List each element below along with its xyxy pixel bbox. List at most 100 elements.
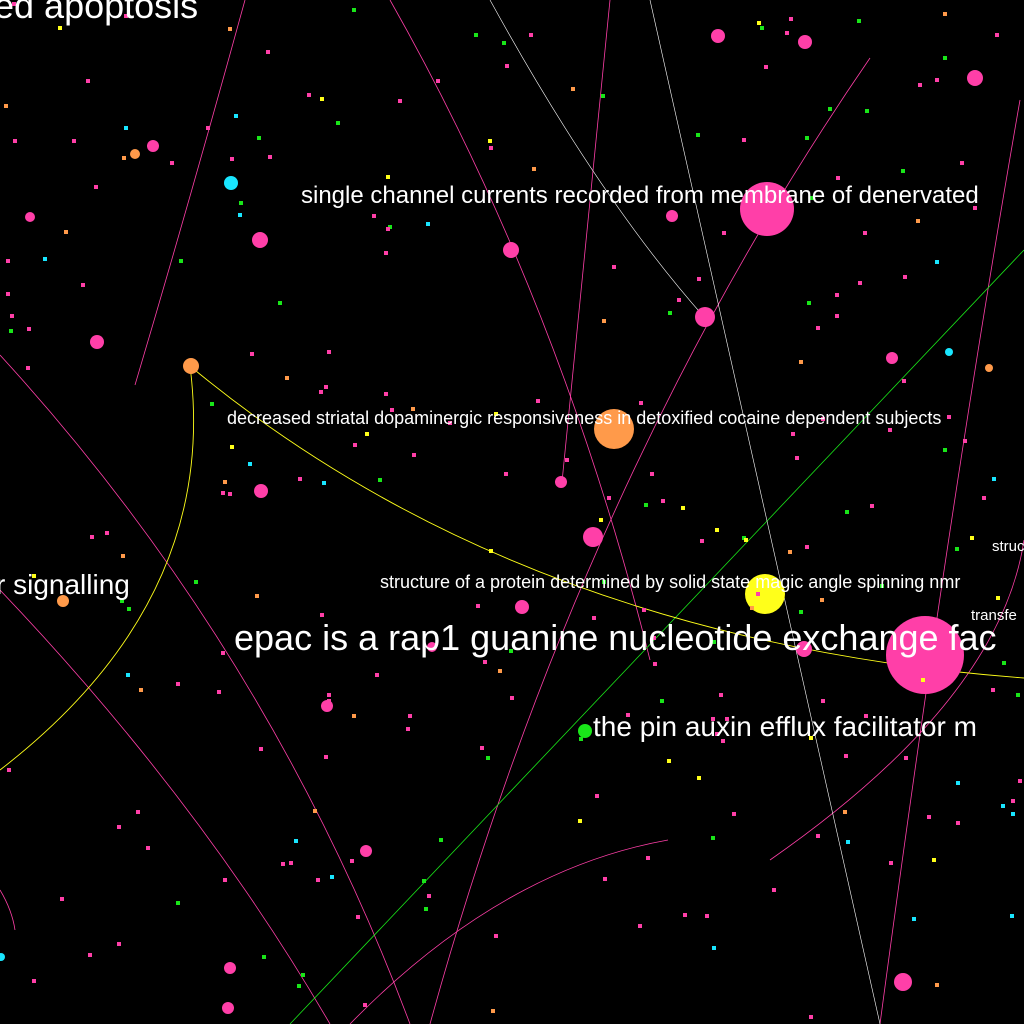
graph-node[interactable] (136, 810, 140, 814)
graph-node[interactable] (230, 157, 234, 161)
graph-node[interactable] (228, 27, 232, 31)
graph-node[interactable] (254, 484, 268, 498)
graph-node[interactable] (365, 432, 369, 436)
graph-node[interactable] (894, 973, 912, 991)
graph-node[interactable] (330, 875, 334, 879)
graph-node[interactable] (121, 554, 125, 558)
graph-node[interactable] (595, 794, 599, 798)
graph-node[interactable] (6, 259, 10, 263)
graph-node[interactable] (807, 301, 811, 305)
graph-node[interactable] (298, 477, 302, 481)
graph-node[interactable] (927, 815, 931, 819)
graph-node[interactable] (427, 894, 431, 898)
graph-node[interactable] (565, 458, 569, 462)
graph-node[interactable] (904, 756, 908, 760)
graph-node[interactable] (223, 878, 227, 882)
graph-node[interactable] (967, 70, 983, 86)
graph-node[interactable] (320, 97, 324, 101)
graph-node[interactable] (667, 759, 671, 763)
graph-node[interactable] (683, 913, 687, 917)
graph-node[interactable] (715, 732, 719, 736)
graph-node[interactable] (105, 531, 109, 535)
graph-node[interactable] (0, 953, 5, 961)
graph-node[interactable] (324, 755, 328, 759)
graph-node[interactable] (603, 877, 607, 881)
graph-node[interactable] (502, 41, 506, 45)
graph-node[interactable] (122, 156, 126, 160)
graph-node[interactable] (43, 257, 47, 261)
graph-node[interactable] (745, 574, 785, 614)
graph-node[interactable] (86, 79, 90, 83)
graph-node[interactable] (996, 596, 1000, 600)
graph-node[interactable] (760, 26, 764, 30)
graph-node[interactable] (297, 984, 301, 988)
graph-node[interactable] (835, 314, 839, 318)
graph-node[interactable] (262, 955, 266, 959)
graph-node[interactable] (57, 595, 69, 607)
graph-node[interactable] (360, 845, 372, 857)
graph-node[interactable] (336, 121, 340, 125)
graph-node[interactable] (72, 139, 76, 143)
graph-node[interactable] (571, 87, 575, 91)
graph-node[interactable] (252, 232, 268, 248)
graph-node[interactable] (353, 443, 357, 447)
graph-node[interactable] (715, 528, 719, 532)
graph-node[interactable] (363, 1003, 367, 1007)
graph-node[interactable] (602, 580, 606, 584)
graph-node[interactable] (821, 417, 825, 421)
graph-node[interactable] (696, 133, 700, 137)
graph-node[interactable] (740, 182, 794, 236)
graph-node[interactable] (820, 598, 824, 602)
graph-node[interactable] (510, 696, 514, 700)
graph-node[interactable] (835, 293, 839, 297)
graph-node[interactable] (798, 35, 812, 49)
graph-node[interactable] (117, 825, 121, 829)
graph-node[interactable] (902, 379, 906, 383)
graph-node[interactable] (956, 821, 960, 825)
graph-node[interactable] (4, 104, 8, 108)
graph-node[interactable] (935, 260, 939, 264)
graph-node[interactable] (1002, 661, 1006, 665)
graph-node[interactable] (711, 836, 715, 840)
graph-node[interactable] (476, 604, 480, 608)
graph-node[interactable] (505, 64, 509, 68)
graph-node[interactable] (285, 376, 289, 380)
graph-node[interactable] (880, 584, 884, 588)
graph-node[interactable] (1001, 804, 1005, 808)
graph-node[interactable] (799, 610, 803, 614)
graph-node[interactable] (448, 421, 452, 425)
graph-node[interactable] (6, 292, 10, 296)
graph-node[interactable] (221, 491, 225, 495)
graph-node[interactable] (64, 230, 68, 234)
graph-node[interactable] (488, 139, 492, 143)
graph-node[interactable] (176, 901, 180, 905)
graph-node[interactable] (486, 756, 490, 760)
graph-node[interactable] (711, 717, 715, 721)
graph-node[interactable] (327, 350, 331, 354)
graph-node[interactable] (146, 846, 150, 850)
graph-node[interactable] (117, 942, 121, 946)
graph-node[interactable] (398, 99, 402, 103)
graph-node[interactable] (90, 335, 104, 349)
graph-node[interactable] (194, 580, 198, 584)
graph-node[interactable] (681, 506, 685, 510)
graph-node[interactable] (278, 301, 282, 305)
graph-node[interactable] (789, 17, 793, 21)
graph-node[interactable] (722, 231, 726, 235)
graph-node[interactable] (58, 26, 62, 30)
graph-node[interactable] (257, 136, 261, 140)
graph-node[interactable] (316, 878, 320, 882)
graph-node[interactable] (700, 539, 704, 543)
graph-node[interactable] (935, 983, 939, 987)
graph-node[interactable] (858, 281, 862, 285)
graph-node[interactable] (578, 819, 582, 823)
graph-node[interactable] (992, 477, 996, 481)
graph-node[interactable] (90, 535, 94, 539)
graph-node[interactable] (642, 608, 646, 612)
graph-node[interactable] (805, 545, 809, 549)
graph-node[interactable] (607, 496, 611, 500)
graph-node[interactable] (863, 231, 867, 235)
graph-node[interactable] (372, 214, 376, 218)
graph-node[interactable] (313, 809, 317, 813)
graph-node[interactable] (32, 979, 36, 983)
